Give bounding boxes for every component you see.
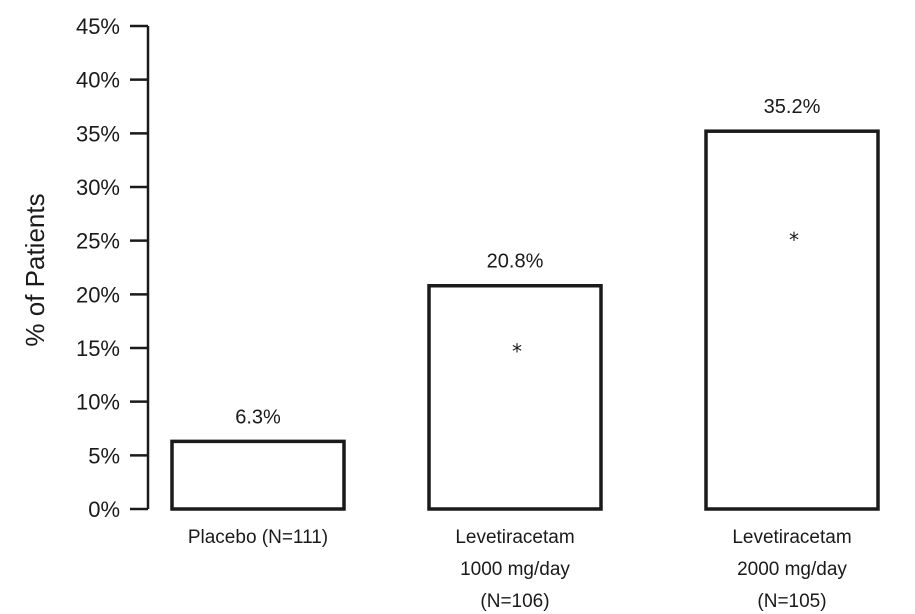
bar xyxy=(170,439,346,511)
y-tick-label: 10% xyxy=(76,390,120,415)
x-category-label: Levetiracetam xyxy=(732,527,851,548)
y-tick-label: 20% xyxy=(76,282,120,307)
bar xyxy=(704,129,880,511)
y-tick-label: 25% xyxy=(76,229,120,254)
x-category-label: Levetiracetam xyxy=(455,527,574,548)
y-tick-label: 45% xyxy=(76,14,120,39)
x-category-label: 1000 mg/day xyxy=(460,559,570,580)
significance-marker: * xyxy=(789,228,799,252)
x-category-label: (N=105) xyxy=(757,591,826,612)
data-label: 6.3% xyxy=(235,406,281,428)
y-tick-label: 15% xyxy=(76,336,120,361)
data-label: 35.2% xyxy=(764,96,821,118)
significance-marker: * xyxy=(512,339,522,363)
x-category-label: 2000 mg/day xyxy=(737,559,847,580)
y-tick-label: 35% xyxy=(76,121,120,146)
y-tick-label: 5% xyxy=(88,443,120,468)
labels: 6.3% Placebo (N=111) 20.8% * Levetiracetam 10… xyxy=(188,96,852,612)
y-tick-label: 40% xyxy=(76,68,120,93)
data-label: 20.8% xyxy=(487,251,544,273)
x-category-label: Placebo (N=111) xyxy=(188,527,328,548)
bars xyxy=(170,129,880,511)
y-axis: 0% 5% 10% 15% 20% 25% 30% 35% 40% 45% xyxy=(76,14,150,522)
y-tick-label: 30% xyxy=(76,175,120,200)
x-category-label: (N=106) xyxy=(480,591,549,612)
bar xyxy=(427,283,603,511)
y-axis-title: % of Patients xyxy=(20,193,50,346)
y-tick-label: 0% xyxy=(88,497,120,522)
